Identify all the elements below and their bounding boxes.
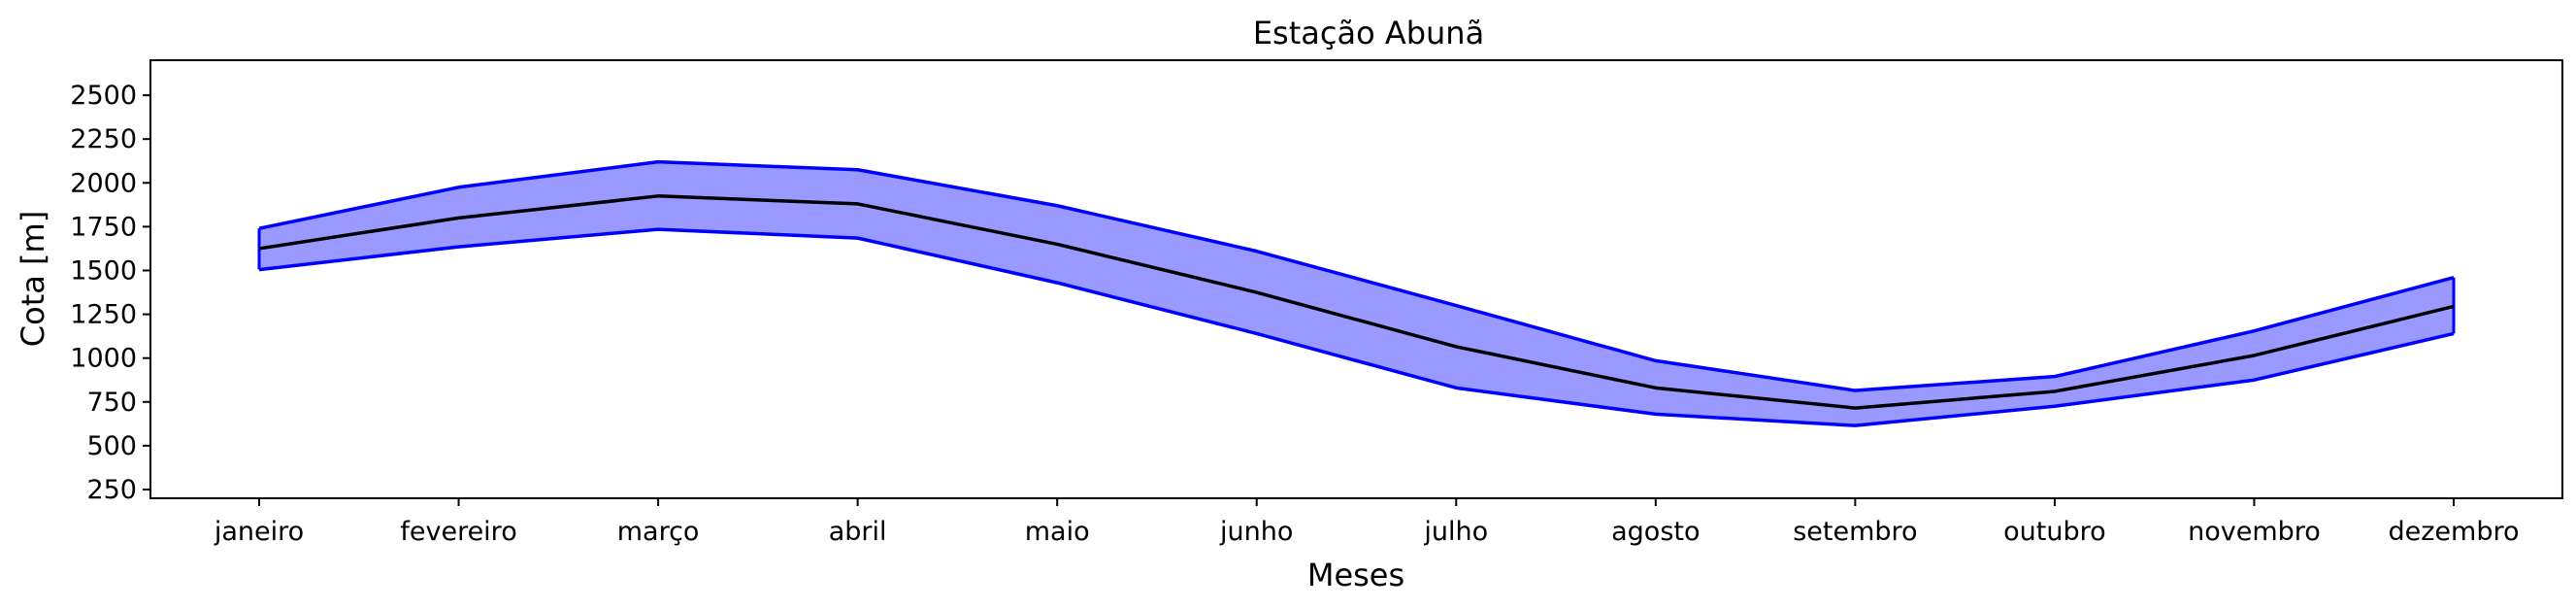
mean-line bbox=[258, 194, 2455, 410]
x-tick-label: agosto bbox=[1611, 517, 1700, 547]
y-tick-label: 2250 bbox=[70, 124, 137, 154]
x-tick-label: janeiro bbox=[214, 517, 304, 547]
x-axis: janeiro fevereiro março abril maio junho julho… bbox=[214, 498, 2520, 547]
x-tick-label: maio bbox=[1025, 517, 1090, 547]
lower-line bbox=[258, 227, 2455, 427]
upper-line bbox=[258, 159, 2455, 392]
x-tick-label: julho bbox=[1423, 517, 1488, 547]
y-axis-label: Cota [m] bbox=[15, 211, 51, 347]
x-tick-label: dezembro bbox=[2389, 517, 2520, 547]
x-tick-label: outubro bbox=[2003, 517, 2106, 547]
y-tick-label: 500 bbox=[86, 431, 137, 461]
y-tick-label: 2500 bbox=[70, 81, 137, 111]
range-band bbox=[259, 161, 2454, 426]
x-tick-label: março bbox=[617, 517, 700, 547]
chart-title: Estação Abunã bbox=[1253, 15, 1484, 51]
x-axis-label: Meses bbox=[1307, 557, 1404, 593]
y-axis: 250 500 750 1000 1250 1500 1750 2000 2250 2500 bbox=[70, 81, 150, 505]
y-tick-label: 1250 bbox=[70, 300, 137, 330]
x-tick-label: novembro bbox=[2188, 517, 2321, 547]
y-tick-label: 2000 bbox=[70, 168, 137, 198]
y-tick-label: 1000 bbox=[70, 344, 137, 374]
y-tick-label: 250 bbox=[86, 475, 137, 505]
x-tick-label: setembro bbox=[1793, 517, 1917, 547]
y-tick-label: 1500 bbox=[70, 255, 137, 286]
y-tick-label: 1750 bbox=[70, 212, 137, 242]
y-tick-label: 750 bbox=[86, 388, 137, 418]
x-tick-label: junho bbox=[1219, 517, 1293, 547]
x-tick-label: fevereiro bbox=[400, 517, 516, 547]
plot-frame bbox=[149, 59, 2563, 499]
x-tick-label: abril bbox=[829, 517, 887, 547]
plot-area bbox=[257, 159, 2456, 427]
